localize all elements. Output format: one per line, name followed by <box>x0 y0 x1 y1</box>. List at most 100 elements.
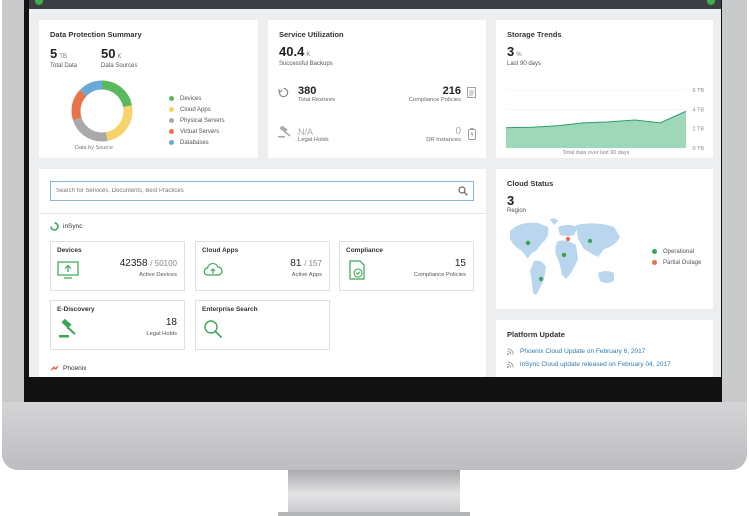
successful-backups-stat: 40.4 K Successful Backups <box>279 43 333 67</box>
dashboard-screen: Data Protection Summary 5 TB Total Data 5… <box>29 9 721 377</box>
donut-slice <box>71 80 133 142</box>
devices-tile[interactable]: Devices 42358 / 50100 Active Devices <box>50 241 185 291</box>
donut-slice <box>71 80 133 142</box>
storage-growth-value: 3 <box>507 44 515 59</box>
compliance-tile[interactable]: Compliance 15 Compliance Policies <box>339 241 474 291</box>
holds-value: N/A <box>298 127 314 137</box>
update-link-text: inSync Cloud update released on February… <box>520 361 671 368</box>
card-title: Cloud Status <box>507 179 554 188</box>
update-link[interactable]: inSync Cloud update released on February… <box>507 358 671 371</box>
data-sources-value: 50 <box>101 46 116 61</box>
regions-value: 3 <box>507 193 515 208</box>
cloud-status-card: Cloud Status 3 Region Operational Partial… <box>496 169 713 309</box>
insync-section-header: inSync <box>50 222 83 231</box>
legend-swatch <box>652 249 657 254</box>
legend-swatch <box>169 140 174 145</box>
ediscovery-sub: Legal Holds <box>146 331 177 337</box>
gavel-icon <box>278 126 291 138</box>
compliance-sub: Compliance Policies <box>413 272 466 278</box>
rss-icon <box>507 348 514 355</box>
restore-icon <box>278 87 289 98</box>
compliance-policies-stat: 216 Compliance Policies <box>409 85 461 103</box>
region-marker[interactable] <box>538 276 544 282</box>
legend-swatch <box>169 107 174 112</box>
cloud-apps-count: 81 / 157 <box>290 258 322 269</box>
compliance-document-icon <box>349 260 365 280</box>
compliance-value: 15 <box>454 258 466 269</box>
monitor-chin <box>2 402 747 470</box>
backups-value: 40.4 <box>279 44 305 59</box>
phoenix-label: Phoenix <box>63 365 87 372</box>
backups-label: Successful Backups <box>279 61 333 67</box>
donut-caption: Data by Source <box>75 145 113 151</box>
region-marker[interactable] <box>565 236 571 242</box>
donut-slice <box>71 80 133 142</box>
legend-label: Operational <box>663 248 695 255</box>
policies-label: Compliance Policies <box>408 97 461 103</box>
search-icon[interactable] <box>458 186 468 196</box>
insync-logo-icon <box>50 222 59 231</box>
search-input[interactable] <box>56 185 446 197</box>
data-sources-stat: 50 K Data Sources <box>101 45 137 69</box>
tile-title: Devices <box>57 247 82 254</box>
legend-item: Databases <box>169 137 225 148</box>
restores-label: Total Restores <box>298 97 336 103</box>
document-icon <box>467 87 476 98</box>
ediscovery-tile[interactable]: E-Discovery 18 Legal Holds <box>50 300 185 350</box>
devices-total: / 50100 <box>150 259 177 268</box>
search-field[interactable] <box>50 181 474 201</box>
update-link[interactable]: Phoenix Cloud Update on February 6, 2017 <box>507 345 671 358</box>
legend-label: Partial Outage <box>663 259 702 266</box>
regions-stat: 3 Region <box>507 193 526 214</box>
regions-label: Region <box>507 208 527 214</box>
legend-item: Physical Servers <box>169 115 225 126</box>
region-marker[interactable] <box>525 240 531 246</box>
legend-item: Operational <box>652 246 701 257</box>
data-by-source-donut <box>71 80 133 142</box>
devices-value: 42358 <box>119 258 148 269</box>
ediscovery-value: 18 <box>165 317 177 328</box>
storage-period: Last 90 days <box>507 61 542 67</box>
legend-label: Devices <box>180 95 202 102</box>
cloud-apps-sub: Active Apps <box>291 272 322 278</box>
cloud-apps-tile[interactable]: Cloud Apps 81 / 157 Active Apps <box>195 241 330 291</box>
storage-line <box>506 110 687 129</box>
data-sources-unit: K <box>117 54 122 60</box>
total-data-label: Total Data <box>50 63 78 69</box>
legal-holds-stat: N/A Legal Holds <box>298 127 329 143</box>
app-top-bar <box>29 0 721 9</box>
dr-instances-stat: 0 DR Instances <box>426 126 461 143</box>
phoenix-section-header: Phoenix <box>50 365 87 372</box>
enterprise-search-tile[interactable]: Enterprise Search <box>195 300 330 350</box>
dr-value: 0 <box>455 126 461 137</box>
brand-dot-icon <box>35 0 43 5</box>
legend-label: Virtual Servers <box>180 128 220 135</box>
region-marker[interactable] <box>561 252 567 258</box>
monitor-stand-base <box>278 512 470 516</box>
services-panel: inSync Devices 42358 / 50100 Active Devi… <box>39 169 486 377</box>
storage-area <box>506 111 686 148</box>
storage-trend-chart: 6 TB 4 TB 2 TB 0 TB <box>506 88 704 152</box>
platform-update-list: Phoenix Cloud Update on February 6, 2017… <box>507 345 671 371</box>
devices-sub: Active Devices <box>138 272 177 278</box>
magnifier-icon <box>204 320 223 339</box>
y-tick-label: 4 TB <box>692 107 704 113</box>
insync-label: inSync <box>63 223 83 230</box>
cloud-status-legend: Operational Partial Outage <box>652 246 701 268</box>
legend-item: Virtual Servers <box>169 126 225 137</box>
total-data-value: 5 <box>50 46 58 61</box>
divider <box>39 213 486 214</box>
storage-trends-card: Storage Trends 3% Last 90 days 6 TB 4 TB 2… <box>496 20 713 158</box>
storage-growth-stat: 3% Last 90 days <box>507 43 541 67</box>
storage-caption: Total data over last 90 days <box>562 150 630 156</box>
legend-swatch <box>169 118 174 123</box>
card-title: Platform Update <box>507 330 565 339</box>
phoenix-logo-icon <box>50 365 59 371</box>
region-marker[interactable] <box>587 238 593 244</box>
legend-item: Partial Outage <box>652 257 701 268</box>
data-sources-label: Data Sources <box>101 63 138 69</box>
status-dot-icon <box>707 0 715 5</box>
holds-label: Legal Holds <box>298 137 329 143</box>
legend-label: Databases <box>180 139 209 146</box>
y-tick-label: 0 TB <box>692 146 704 152</box>
